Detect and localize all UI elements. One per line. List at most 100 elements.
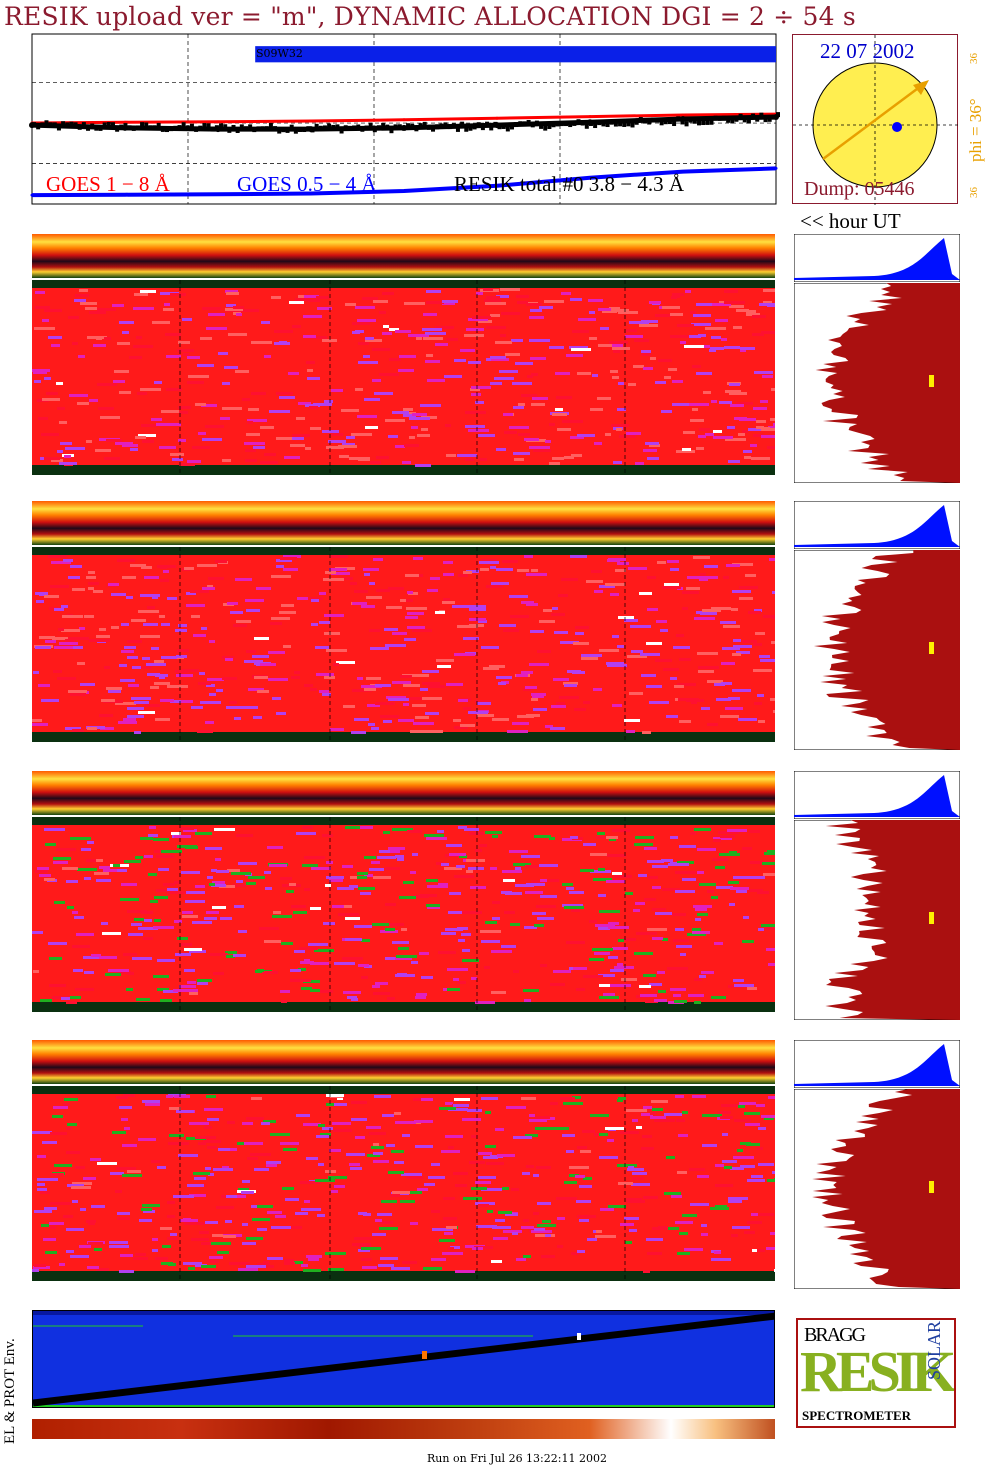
heatmap-cell	[593, 878, 612, 881]
heatmap-cell	[535, 1127, 555, 1130]
resik-sample-159	[692, 118, 697, 124]
heatmap-cell	[201, 1242, 214, 1245]
resik-sample-118	[522, 121, 527, 127]
heatmap-cell	[571, 348, 591, 351]
heatmap-cell	[478, 1176, 496, 1179]
heatmap-cell	[478, 434, 495, 437]
heatmap-cell	[443, 1197, 455, 1200]
heatmap-cell	[517, 301, 528, 304]
heatmap-cell	[673, 646, 690, 649]
heatmap-cell	[70, 565, 82, 568]
resik-sample-66	[306, 126, 311, 132]
heatmap-cell	[406, 412, 416, 415]
heatmap-cell	[363, 355, 370, 358]
heatmap-cell	[123, 1094, 135, 1097]
heatmap-cell	[612, 344, 623, 347]
heatmap-cell	[521, 855, 540, 858]
heatmap-cell	[492, 1226, 511, 1229]
heatmap-cell	[51, 561, 71, 564]
heatmap-cell	[402, 461, 411, 464]
heatmap-cell	[749, 830, 760, 833]
heatmap-cell	[253, 446, 265, 449]
heatmap-cell	[729, 851, 737, 854]
heatmap-cell	[716, 698, 731, 701]
heatmap-cell	[151, 647, 159, 650]
heatmap-cell	[388, 847, 405, 850]
heatmap-cell	[361, 1258, 372, 1261]
heatmap-cell	[533, 1212, 539, 1215]
heatmap-cell	[328, 440, 346, 443]
resik-sample-97	[435, 124, 440, 130]
heatmap-cell	[490, 566, 496, 569]
heatmap-cell	[697, 871, 704, 874]
heatmap-cell	[216, 689, 223, 692]
heatmap-cell	[598, 974, 615, 977]
heatmap-cell	[589, 958, 604, 961]
heatmap-cell	[556, 1197, 577, 1200]
heatmap-cell	[63, 1103, 70, 1106]
heatmap-cell	[373, 992, 390, 995]
heatmap-cell	[230, 1148, 237, 1151]
heatmap-cell	[415, 996, 426, 999]
heatmap-cell	[608, 956, 618, 959]
heatmap-cell	[380, 715, 399, 718]
heatmap-cell	[281, 942, 293, 945]
heatmap-cell	[633, 365, 644, 368]
heatmap-cell	[641, 674, 656, 677]
heatmap-cell	[492, 835, 498, 838]
series-0-point-2	[216, 120, 220, 124]
resik-sample-130	[572, 120, 577, 126]
heatmap-cell	[768, 426, 775, 429]
heatmap-cell	[359, 826, 373, 829]
heatmap-cell	[773, 710, 775, 713]
heatmap-cell	[300, 1181, 321, 1184]
heatmap-cell	[711, 1258, 731, 1261]
heatmap-cell	[207, 678, 224, 681]
heatmap-cell	[643, 1270, 650, 1273]
heatmap-cell	[612, 635, 619, 638]
heatmap-cell	[367, 704, 380, 707]
heatmap-cell	[550, 727, 565, 730]
resik-sample-162	[705, 119, 710, 125]
heatmap-cell	[123, 953, 137, 956]
heatmap-cell	[388, 435, 398, 438]
heatmap-cell	[739, 586, 758, 589]
heatmap-cell	[289, 301, 304, 304]
heatmap-cell	[152, 1238, 158, 1241]
resik-sample-52	[248, 124, 253, 130]
heatmap-cell	[640, 994, 657, 997]
heatmap-cell	[177, 349, 194, 352]
resik-sample-104	[464, 126, 469, 132]
heatmap-cell	[218, 352, 228, 355]
heatmap-cell	[523, 989, 539, 992]
heatmap-cell	[280, 990, 290, 993]
heatmap-cell	[463, 637, 479, 640]
heatmap-cell	[583, 975, 603, 978]
heatmap-cell	[229, 701, 237, 704]
heatmap-cell	[264, 355, 271, 358]
resik-sample-40	[198, 125, 203, 131]
heatmap-cell	[643, 449, 657, 452]
heatmap-cell	[475, 700, 491, 703]
heatmap-cell	[385, 903, 396, 906]
heatmap-cell	[32, 1269, 39, 1272]
heatmap-cell	[513, 452, 530, 455]
heatmap-cell	[120, 679, 135, 682]
heatmap-cell	[649, 444, 660, 447]
heatmap-cell	[466, 870, 473, 873]
heatmap-cell	[302, 864, 318, 867]
heatmap-cell	[518, 433, 530, 436]
heatmap-cell	[702, 1114, 722, 1117]
heatmap-cell	[238, 930, 247, 933]
heatmap-cell	[679, 720, 691, 723]
heatmap-cell	[180, 989, 198, 992]
heatmap-cell	[238, 1268, 258, 1271]
heatmap-cell	[642, 1135, 652, 1138]
heatmap-cell	[531, 880, 544, 883]
heatmap-cell	[415, 464, 431, 467]
heatmap-cell	[254, 1168, 269, 1171]
heatmap-cell	[184, 567, 194, 570]
heatmap-cell	[452, 605, 473, 608]
heatmap-cell	[670, 335, 689, 338]
heatmap-cell	[351, 1118, 367, 1121]
